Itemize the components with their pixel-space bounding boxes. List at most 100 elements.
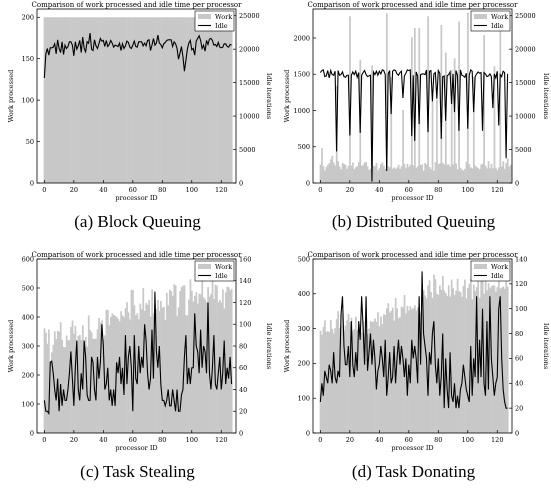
work-bar [483, 35, 485, 183]
y-tick-label: 50 [26, 138, 34, 146]
work-bar [163, 306, 165, 433]
work-bar [142, 17, 145, 183]
legend-work-swatch [474, 14, 487, 19]
work-bar [48, 17, 50, 183]
work-bar [208, 17, 211, 183]
work-bar [210, 17, 212, 183]
work-bar [334, 165, 337, 183]
work-bar [447, 285, 450, 433]
work-bar [117, 17, 120, 183]
work-bar [484, 165, 487, 183]
work-bar [319, 164, 322, 183]
work-bar [227, 17, 230, 183]
work-bar [355, 167, 357, 183]
work-bar [468, 283, 471, 433]
work-bar [378, 326, 381, 433]
work-bar [99, 17, 102, 183]
work-bar [52, 344, 55, 433]
work-bar [360, 332, 363, 433]
work-bar [115, 17, 118, 183]
y2-tick-label: 10000 [515, 112, 536, 120]
work-bar [84, 17, 87, 183]
work-bar [171, 295, 174, 433]
work-bar [381, 162, 384, 183]
y-tick-label: 300 [298, 325, 310, 333]
chart-title: Comparison of work processed and idle ti… [308, 1, 519, 9]
work-bar [124, 308, 127, 433]
x-tick-label: 120 [215, 436, 227, 444]
work-bar [359, 324, 362, 433]
work-bar [118, 321, 121, 433]
work-bar [332, 333, 335, 433]
work-bar [105, 17, 108, 183]
work-bar [226, 286, 229, 433]
work-bar [158, 311, 161, 433]
x-tick-label: 80 [434, 436, 442, 444]
work-bar [79, 334, 81, 433]
work-bar [461, 296, 463, 433]
work-bar [350, 317, 353, 433]
work-bar [114, 17, 117, 183]
work-bar [143, 17, 146, 183]
work-bar [137, 319, 140, 433]
y-tick-label: 500 [298, 255, 310, 263]
work-bar [126, 302, 128, 433]
work-bar [484, 277, 487, 433]
work-bar [227, 287, 230, 433]
panel-task-stealing: Comparison of work processed and idle ti… [0, 250, 275, 499]
work-bar [324, 170, 326, 183]
work-bar [93, 17, 96, 183]
x-tick-label: 0 [318, 436, 322, 444]
work-bar [477, 278, 480, 433]
y-tick-label: 500 [298, 143, 310, 151]
work-bar [455, 290, 457, 433]
y-tick-label: 100 [298, 395, 310, 403]
work-bar [230, 17, 233, 183]
work-bar [145, 17, 148, 183]
work-bar [216, 285, 218, 433]
work-bar [372, 321, 375, 433]
work-bar [120, 17, 123, 183]
y-tick-label: 1000 [293, 107, 310, 115]
work-bar [496, 170, 499, 183]
work-bar [214, 284, 217, 433]
plot-frame [312, 8, 513, 184]
y2-axis-label: Idle iterations [542, 73, 550, 119]
x-tick-label: 40 [99, 436, 107, 444]
work-bar [176, 17, 179, 183]
work-bar [371, 321, 373, 433]
work-bar [431, 297, 434, 433]
work-bar [385, 13, 388, 183]
work-bar [396, 308, 399, 433]
work-bar [468, 164, 471, 183]
work-bar [502, 161, 505, 183]
work-bar [400, 166, 403, 183]
work-bar [346, 320, 348, 433]
work-bar [403, 294, 406, 433]
x-tick-label: 80 [158, 186, 166, 194]
work-bar [59, 17, 62, 183]
work-bar [459, 167, 462, 183]
work-bar [328, 332, 331, 433]
work-bar [462, 170, 465, 183]
work-bar [192, 17, 195, 183]
work-bar [447, 164, 450, 183]
y2-tick-label: 25000 [515, 12, 536, 20]
work-bar [154, 304, 156, 433]
legend-work-label: Work [215, 263, 232, 271]
work-bar [368, 328, 371, 433]
work-bar [436, 99, 438, 183]
work-bar [229, 17, 232, 183]
work-bar [214, 17, 217, 183]
work-bar [347, 313, 350, 433]
work-bar [120, 311, 123, 433]
work-bar [453, 295, 456, 433]
work-bar [151, 17, 153, 183]
work-bar [90, 332, 93, 433]
x-tick-label: 60 [405, 436, 413, 444]
x-tick-label: 0 [42, 436, 46, 444]
work-bar [400, 306, 403, 433]
work-bar [73, 17, 75, 183]
work-bar [427, 285, 429, 433]
work-bar [164, 17, 167, 183]
